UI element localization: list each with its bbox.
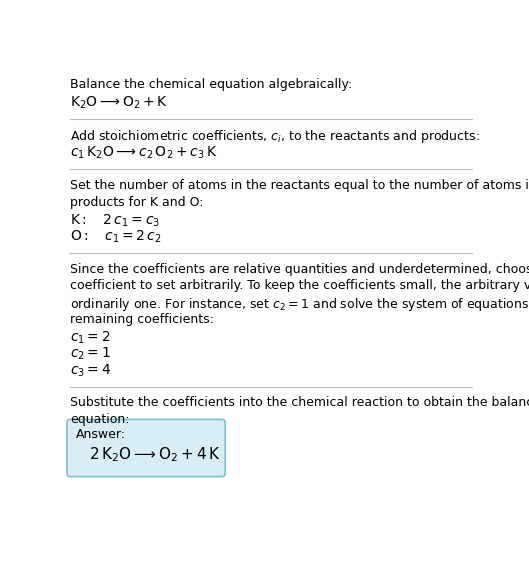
Text: Add stoichiometric coefficients, $c_i$, to the reactants and products:: Add stoichiometric coefficients, $c_i$, … [70, 128, 480, 145]
Text: $c_3 = 4$: $c_3 = 4$ [70, 362, 112, 379]
Text: ordinarily one. For instance, set $c_2 = 1$ and solve the system of equations fo: ordinarily one. For instance, set $c_2 =… [70, 296, 529, 313]
Text: $c_1\,\mathrm{K_2O} \longrightarrow c_2\,\mathrm{O_2} + c_3\,\mathrm{K}$: $c_1\,\mathrm{K_2O} \longrightarrow c_2\… [70, 145, 217, 161]
Text: Balance the chemical equation algebraically:: Balance the chemical equation algebraica… [70, 78, 352, 91]
Text: $c_2 = 1$: $c_2 = 1$ [70, 346, 111, 362]
Text: Answer:: Answer: [76, 428, 126, 441]
Text: Since the coefficients are relative quantities and underdetermined, choose a: Since the coefficients are relative quan… [70, 263, 529, 276]
Text: Substitute the coefficients into the chemical reaction to obtain the balanced: Substitute the coefficients into the che… [70, 396, 529, 409]
Text: products for K and O:: products for K and O: [70, 196, 204, 209]
FancyBboxPatch shape [67, 420, 225, 477]
Text: $2\,\mathrm{K_2O} \longrightarrow \mathrm{O_2} + 4\,\mathrm{K}$: $2\,\mathrm{K_2O} \longrightarrow \mathr… [89, 446, 221, 464]
Text: equation:: equation: [70, 413, 130, 426]
Text: remaining coefficients:: remaining coefficients: [70, 312, 214, 325]
Text: $\mathrm{K_2O} \longrightarrow \mathrm{O_2 + K}$: $\mathrm{K_2O} \longrightarrow \mathrm{O… [70, 94, 168, 111]
Text: $\mathrm{O:}\quad c_1 = 2\,c_2$: $\mathrm{O:}\quad c_1 = 2\,c_2$ [70, 229, 162, 245]
Text: $\mathrm{K:}\quad 2\,c_1 = c_3$: $\mathrm{K:}\quad 2\,c_1 = c_3$ [70, 212, 160, 229]
Text: $c_1 = 2$: $c_1 = 2$ [70, 329, 111, 345]
Text: coefficient to set arbitrarily. To keep the coefficients small, the arbitrary va: coefficient to set arbitrarily. To keep … [70, 280, 529, 293]
Text: Set the number of atoms in the reactants equal to the number of atoms in the: Set the number of atoms in the reactants… [70, 179, 529, 192]
